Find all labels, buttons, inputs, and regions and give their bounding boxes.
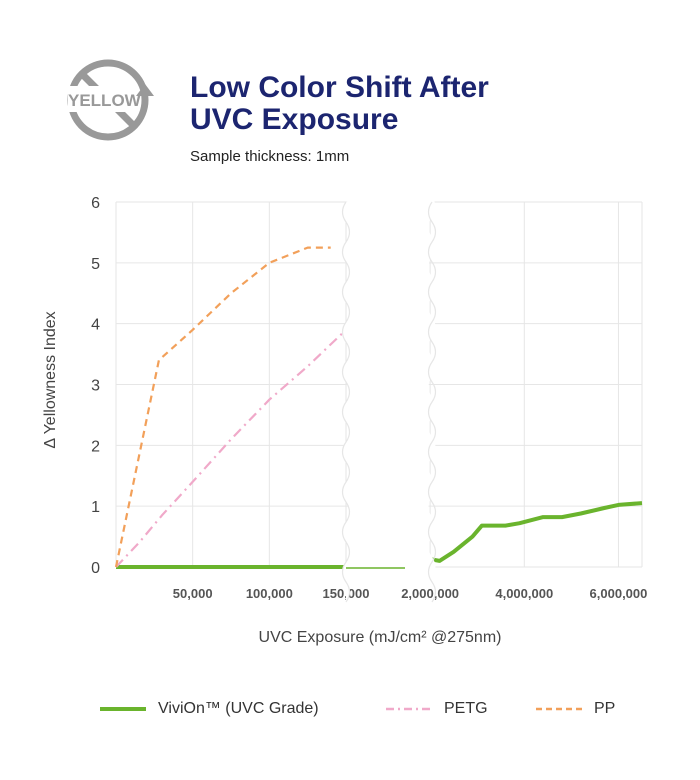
x-tick-label-1-2: 6,000,000: [590, 586, 648, 601]
y-tick-label-3: 3: [91, 378, 100, 395]
logo-text: YELLOW: [68, 91, 142, 110]
title-line-1: Low Color Shift After: [190, 71, 489, 104]
legend-label-pp: PP: [594, 700, 616, 717]
y-tick-label-1: 1: [91, 499, 100, 516]
y-tick-label-6: 6: [91, 195, 100, 212]
x-axis-label: UVC Exposure (mJ/cm² @275nm): [259, 629, 502, 646]
legend-item-petg: PETG: [386, 700, 488, 718]
series-line-petg: [115, 329, 347, 568]
x-tick-label-0-1: 100,000: [246, 586, 293, 601]
legend-swatch-petg: [386, 707, 432, 711]
chart-legend: ViviOn™ (UVC Grade) PETG PP: [0, 700, 700, 730]
series-line-pp: [114, 246, 331, 568]
chart-header: YELLOW Low Color Shift After UVC Exposur…: [60, 52, 660, 172]
y-tick-label-5: 5: [91, 256, 100, 273]
no-yellow-icon: YELLOW: [67, 59, 154, 141]
x-axis-ticks: 50,000100,000150,0002,000,0004,000,0006,…: [173, 586, 648, 601]
legend-label-petg: PETG: [444, 700, 488, 717]
y-tick-label-0: 0: [91, 560, 100, 577]
x-tick-label-1-0: 2,000,000: [401, 586, 459, 601]
sample-thickness-subtitle: Sample thickness: 1mm: [190, 148, 350, 165]
axis-break-edge-right: [427, 201, 437, 603]
legend-item-vivion: ViviOn™ (UVC Grade): [100, 700, 319, 718]
page-title: Low Color Shift After UVC Exposure: [190, 72, 489, 136]
legend-item-pp: PP: [536, 700, 615, 718]
axis-break-edge-left: [341, 201, 351, 603]
axis-break: [341, 180, 437, 603]
legend-swatch-vivion: [100, 707, 146, 711]
x-tick-label-0-0: 50,000: [173, 586, 213, 601]
title-line-2: UVC Exposure: [190, 103, 399, 136]
y-tick-label-4: 4: [91, 317, 100, 334]
y-tick-label-2: 2: [91, 438, 100, 455]
legend-swatch-pp: [536, 707, 582, 711]
legend-label-vivion: ViviOn™ (UVC Grade): [158, 700, 319, 717]
axis-break-band: [342, 180, 436, 602]
x-tick-label-1-1: 4,000,000: [495, 586, 553, 601]
y-axis-ticks: 0 1 2 3 4 5 6: [91, 195, 100, 577]
y-axis-label: Δ Yellowness Index: [42, 311, 59, 448]
